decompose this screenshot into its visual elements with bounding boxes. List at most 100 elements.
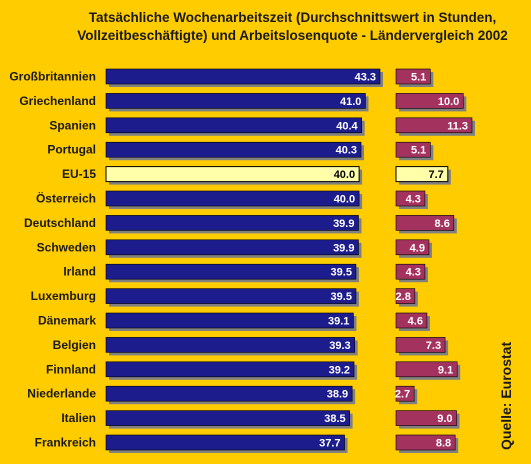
chart-row: Portugal 40.3 5.1 [47,141,434,161]
hours-bar [105,215,359,231]
chart-row: Deutschland 39.9 8.6 [24,215,457,234]
hours-value-label: 39.2 [329,364,350,376]
unemployment-value-label: 7.3 [426,340,441,352]
chart-row: Belgien 39.3 7.3 [53,337,449,356]
chart-row: Österreich 40.0 4.3 [36,190,428,209]
unemployment-bar [395,410,457,426]
hours-bar [105,434,345,451]
unemployment-value-label: 2.8 [396,291,411,303]
unemployment-bar [395,141,431,158]
unemployment-value-label: 11.3 [447,120,468,132]
category-label: Dänemark [38,314,96,328]
hours-bar [105,410,350,426]
hours-value-label: 39.3 [329,340,350,352]
chart-title: Tatsächliche Wochenarbeitszeit (Durchsch… [60,9,525,45]
unemployment-value-label: 5.1 [411,72,426,84]
hours-value-label: 38.9 [327,389,348,401]
hours-bar [105,239,359,256]
hours-bar [105,166,360,183]
chart-title-line-2: Vollzeitbeschäftigte) und Arbeitslosenqu… [77,28,508,43]
hours-value-label: 40.0 [334,194,355,206]
hours-value-label: 41.0 [340,96,361,108]
hours-value-label: 37.7 [319,438,340,450]
hours-bar [105,288,357,304]
unemployment-value-label: 4.9 [410,242,425,254]
hours-bar [105,190,360,207]
unemployment-value-label: 4.6 [408,316,423,328]
unemployment-value-label: 2.7 [395,389,410,401]
chart-row: Griechenland 41.0 10.0 [19,93,467,112]
hours-bar [105,93,366,109]
hours-bar [105,263,357,280]
category-label: Spanien [49,118,96,132]
hours-value-label: 38.5 [324,413,345,425]
unemployment-value-label: 4.3 [406,194,421,206]
unemployment-bar [395,93,464,109]
unemployment-bar [395,263,426,280]
chart-row: EU-15 40.0 7.7 [62,166,451,185]
hours-value-label: 39.5 [331,291,352,303]
chart-row: Luxemburg 39.5 2.8 [31,288,418,307]
unemployment-value-label: 10.0 [438,96,459,108]
unemployment-bar [395,385,415,402]
category-label: Schweden [37,240,96,254]
category-label: Portugal [47,143,96,157]
hours-bar [105,117,362,134]
chart-row: Italien 38.5 9.0 [61,410,460,429]
unemployment-bar [395,239,430,256]
unemployment-value-label: 9.1 [438,364,453,376]
hours-value-label: 40.3 [336,145,357,157]
unemployment-value-label: 4.3 [406,267,421,279]
chart-row: Frankreich 37.7 8.8 [35,434,459,453]
category-label: Österreich [36,191,96,206]
hours-value-label: 39.9 [333,218,354,230]
hours-bar [105,312,354,329]
category-label: Finnland [46,362,96,376]
category-label: Niederlande [27,387,96,401]
chart-title-line-1: Tatsächliche Wochenarbeitszeit (Durchsch… [88,10,497,25]
hours-bar [105,68,381,85]
unemployment-value-label: 7.7 [428,169,443,181]
hours-value-label: 40.4 [336,120,358,132]
category-label: Großbritannien [9,70,96,84]
hours-value-label: 39.1 [328,316,349,328]
category-label: Italien [61,411,96,425]
hours-value-label: 40.0 [334,169,355,181]
category-label: Frankreich [35,436,96,450]
chart-row: Finnland 39.2 9.1 [46,361,461,380]
unemployment-value-label: 8.8 [436,438,451,450]
chart-row: Niederlande 38.9 2.7 [27,385,418,405]
chart-row: Irland 39.5 4.3 [63,263,428,283]
hours-bar [105,361,355,378]
unemployment-bar [395,68,431,85]
chart-row: Dänemark 39.1 4.6 [38,312,430,331]
unemployment-value-label: 9.0 [437,413,452,425]
unemployment-bar [395,434,456,451]
unemployment-bar [395,190,426,207]
category-label: Griechenland [19,94,96,108]
hours-value-label: 39.5 [331,267,352,279]
source-label: Quelle: Eurostat [498,341,514,450]
hours-bar [105,385,353,402]
hours-bar [105,141,362,158]
category-label: Irland [63,265,96,279]
unemployment-value-label: 5.1 [411,145,426,157]
chart-row: Großbritannien 43.3 5.1 [9,68,434,87]
unemployment-bar [395,215,455,231]
chart-row: Spanien 40.4 11.3 [49,117,475,136]
unemployment-bar [395,166,449,183]
hours-value-label: 39.9 [333,242,354,254]
unemployment-bar [395,337,446,353]
unemployment-bar [395,117,473,134]
hours-value-label: 43.3 [355,72,376,84]
category-label: Luxemburg [31,289,96,303]
unemployment-bar [395,288,416,304]
unemployment-bar [395,361,458,378]
category-label: Deutschland [24,216,96,230]
category-label: EU-15 [62,167,96,181]
unemployment-value-label: 8.6 [435,218,450,230]
chart-row: Schweden 39.9 4.9 [37,239,432,258]
category-label: Belgien [53,338,96,352]
unemployment-bar [395,312,428,329]
